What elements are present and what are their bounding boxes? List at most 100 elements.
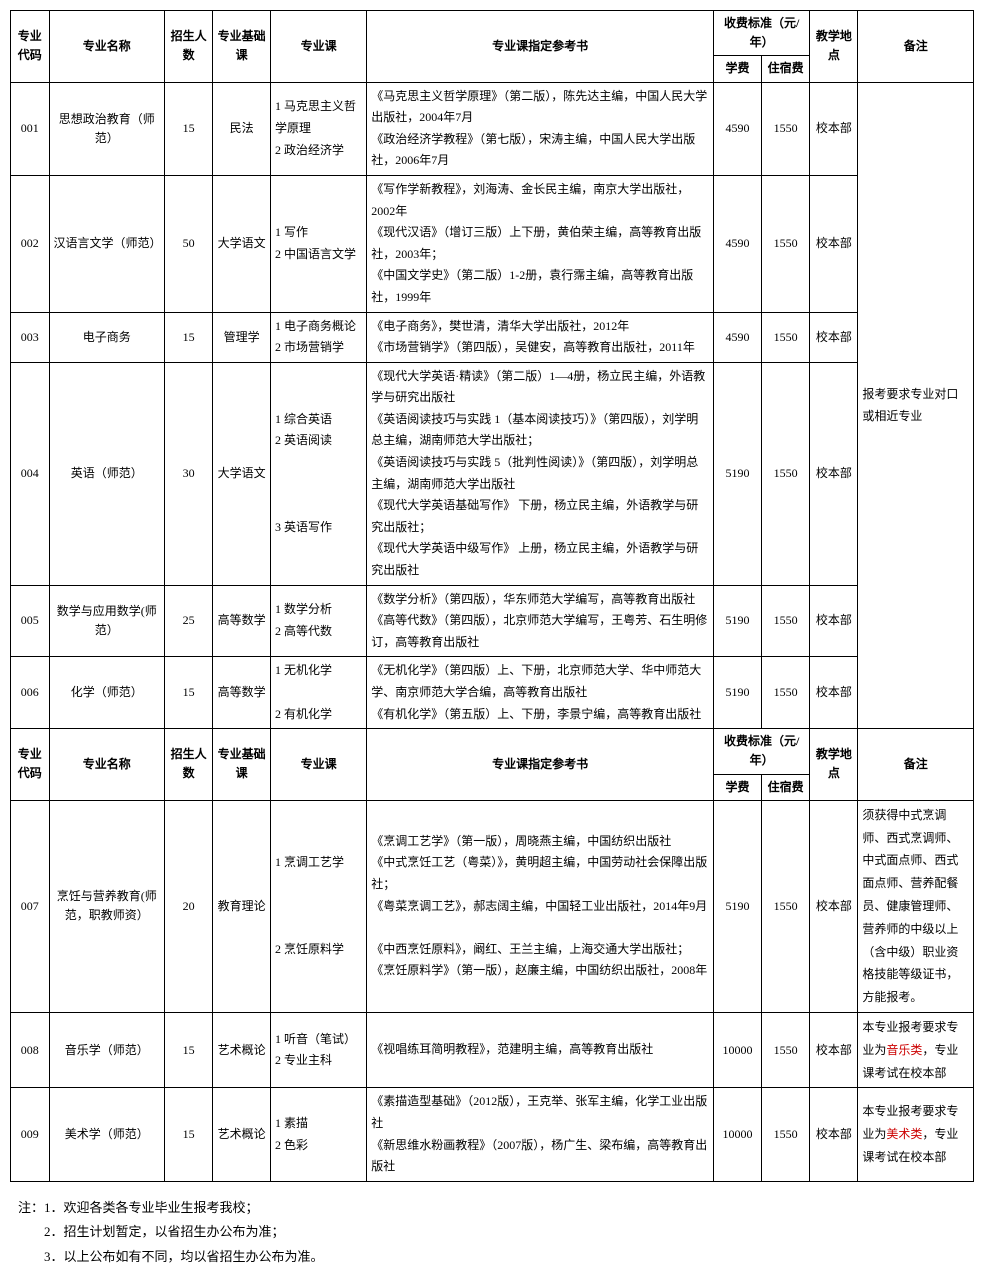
cell-code: 003 — [11, 312, 50, 362]
cell-loc: 校本部 — [810, 312, 858, 362]
cell-num: 25 — [165, 585, 213, 657]
table-row: 004 英语（师范） 30 大学语文 1 综合英语2 英语阅读 3 英语写作 《… — [11, 362, 974, 585]
th-ref: 专业课指定参考书 — [367, 11, 714, 83]
note-3: 3．以上公布如有不同，均以省招生办公布为准。 — [44, 1249, 324, 1264]
th-fee2: 住宿费 — [762, 774, 810, 800]
th-name: 专业名称 — [49, 11, 165, 83]
th-code: 专业代码 — [11, 11, 50, 83]
cell-base: 高等数学 — [213, 657, 271, 729]
cell-num: 20 — [165, 800, 213, 1012]
cell-num: 30 — [165, 362, 213, 585]
cell-code: 005 — [11, 585, 50, 657]
cell-fee1: 5190 — [713, 585, 761, 657]
th-name: 专业名称 — [49, 729, 165, 801]
th-course: 专业课 — [270, 11, 366, 83]
cell-fee1: 4590 — [713, 82, 761, 175]
cell-loc: 校本部 — [810, 362, 858, 585]
table-row: 003 电子商务 15 管理学 1 电子商务概论2 市场营销学 《电子商务》，樊… — [11, 312, 974, 362]
cell-fee2: 1550 — [762, 1012, 810, 1087]
table-row: 008 音乐学（师范） 15 艺术概论 1 听音（笔试）2 专业主科 《视唱练耳… — [11, 1012, 974, 1087]
cell-name: 化学（师范） — [49, 657, 165, 729]
cell-code: 007 — [11, 800, 50, 1012]
cell-fee1: 10000 — [713, 1088, 761, 1181]
cell-course: 1 马克思主义哲学原理2 政治经济学 — [270, 82, 366, 175]
cell-remark: 本专业报考要求专业为美术类，专业课考试在校本部 — [858, 1088, 974, 1181]
admissions-table-2: 专业代码 专业名称 招生人数 专业基础课 专业课 专业课指定参考书 收费标准（元… — [10, 728, 974, 1182]
cell-fee1: 5190 — [713, 362, 761, 585]
cell-name: 音乐学（师范） — [49, 1012, 165, 1087]
th-course: 专业课 — [270, 729, 366, 801]
cell-fee1: 4590 — [713, 175, 761, 312]
th-loc: 教学地点 — [810, 11, 858, 83]
th-fee: 收费标准（元/年） — [713, 729, 809, 774]
cell-course: 1 无机化学 2 有机化学 — [270, 657, 366, 729]
cell-ref: 《数学分析》（第四版），华东师范大学编写，高等教育出版社《高等代数》（第四版），… — [367, 585, 714, 657]
cell-base: 管理学 — [213, 312, 271, 362]
cell-num: 50 — [165, 175, 213, 312]
cell-num: 15 — [165, 1088, 213, 1181]
cell-fee2: 1550 — [762, 800, 810, 1012]
table-row: 005 数学与应用数学(师范） 25 高等数学 1 数学分析2 高等代数 《数学… — [11, 585, 974, 657]
cell-name: 电子商务 — [49, 312, 165, 362]
cell-fee2: 1550 — [762, 362, 810, 585]
cell-fee2: 1550 — [762, 657, 810, 729]
cell-name: 美术学（师范） — [49, 1088, 165, 1181]
cell-course: 1 听音（笔试）2 专业主科 — [270, 1012, 366, 1087]
cell-fee1: 5190 — [713, 800, 761, 1012]
cell-ref: 《马克思主义哲学原理》（第二版），陈先达主编，中国人民大学出版社，2004年7月… — [367, 82, 714, 175]
cell-course: 1 写作2 中国语言文学 — [270, 175, 366, 312]
th-base: 专业基础课 — [213, 729, 271, 801]
cell-base: 教育理论 — [213, 800, 271, 1012]
th-fee1: 学费 — [713, 774, 761, 800]
table-row: 006 化学（师范） 15 高等数学 1 无机化学 2 有机化学 《无机化学》（… — [11, 657, 974, 729]
cell-name: 烹饪与营养教育(师范，职教师资） — [49, 800, 165, 1012]
cell-course: 1 素描2 色彩 — [270, 1088, 366, 1181]
cell-code: 004 — [11, 362, 50, 585]
remark-red: 音乐类 — [886, 1043, 922, 1057]
cell-course: 1 数学分析2 高等代数 — [270, 585, 366, 657]
cell-code: 006 — [11, 657, 50, 729]
cell-code: 002 — [11, 175, 50, 312]
cell-ref: 《现代大学英语·精读》（第二版）1—4册，杨立民主编，外语教学与研究出版社《英语… — [367, 362, 714, 585]
cell-fee2: 1550 — [762, 312, 810, 362]
th-fee: 收费标准（元/年） — [713, 11, 809, 56]
cell-course: 1 烹调工艺学 2 烹饪原料学 — [270, 800, 366, 1012]
cell-loc: 校本部 — [810, 82, 858, 175]
th-fee2: 住宿费 — [762, 56, 810, 82]
table-row: 001 思想政治教育（师范） 15 民法 1 马克思主义哲学原理2 政治经济学 … — [11, 82, 974, 175]
table-row: 002 汉语言文学（师范） 50 大学语文 1 写作2 中国语言文学 《写作学新… — [11, 175, 974, 312]
table-row: 009 美术学（师范） 15 艺术概论 1 素描2 色彩 《素描造型基础》（20… — [11, 1088, 974, 1181]
cell-base: 大学语文 — [213, 175, 271, 312]
cell-code: 001 — [11, 82, 50, 175]
cell-ref: 《无机化学》（第四版）上、下册，北京师范大学、华中师范大学、南京师范大学合编，高… — [367, 657, 714, 729]
cell-code: 009 — [11, 1088, 50, 1181]
th-base: 专业基础课 — [213, 11, 271, 83]
th-code: 专业代码 — [11, 729, 50, 801]
cell-name: 思想政治教育（师范） — [49, 82, 165, 175]
cell-fee1: 4590 — [713, 312, 761, 362]
notes-prefix: 注： — [18, 1200, 44, 1215]
cell-base: 大学语文 — [213, 362, 271, 585]
cell-course: 1 综合英语2 英语阅读 3 英语写作 — [270, 362, 366, 585]
admissions-table-1: 专业代码 专业名称 招生人数 专业基础课 专业课 专业课指定参考书 收费标准（元… — [10, 10, 974, 729]
cell-code: 008 — [11, 1012, 50, 1087]
cell-ref: 《素描造型基础》（2012版），王克举、张军主编，化学工业出版社《新思维水粉画教… — [367, 1088, 714, 1181]
cell-num: 15 — [165, 657, 213, 729]
cell-base: 艺术概论 — [213, 1088, 271, 1181]
cell-base: 民法 — [213, 82, 271, 175]
cell-ref: 《视唱练耳简明教程》，范建明主编，高等教育出版社 — [367, 1012, 714, 1087]
cell-loc: 校本部 — [810, 1012, 858, 1087]
cell-remark: 本专业报考要求专业为音乐类，专业课考试在校本部 — [858, 1012, 974, 1087]
th-loc: 教学地点 — [810, 729, 858, 801]
note-2: 2．招生计划暂定，以省招生办公布为准； — [44, 1224, 285, 1239]
cell-ref: 《烹调工艺学》（第一版），周晓燕主编，中国纺织出版社《中式烹饪工艺（粤菜）》，黄… — [367, 800, 714, 1012]
cell-ref: 《写作学新教程》，刘海涛、金长民主编，南京大学出版社，2002年《现代汉语》（增… — [367, 175, 714, 312]
cell-name: 英语（师范） — [49, 362, 165, 585]
cell-remark: 须获得中式烹调师、西式烹调师、中式面点师、西式面点师、营养配餐员、健康管理师、营… — [858, 800, 974, 1012]
cell-loc: 校本部 — [810, 657, 858, 729]
cell-fee2: 1550 — [762, 585, 810, 657]
th-remark: 备注 — [858, 11, 974, 83]
cell-ref: 《电子商务》，樊世清，清华大学出版社，2012年《市场营销学》（第四版），吴健安… — [367, 312, 714, 362]
remark-red: 美术类 — [886, 1127, 922, 1141]
cell-course: 1 电子商务概论2 市场营销学 — [270, 312, 366, 362]
